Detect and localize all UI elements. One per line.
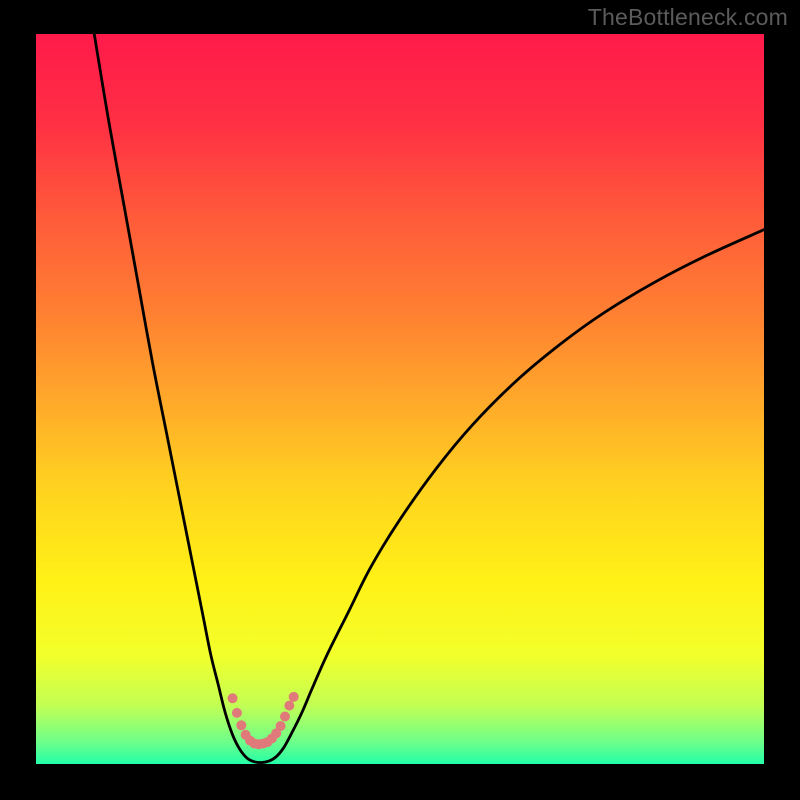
plot-area	[36, 34, 764, 764]
curve-trough-highlight	[36, 34, 764, 764]
watermark-text: TheBottleneck.com	[588, 4, 788, 31]
stage: TheBottleneck.com	[0, 0, 800, 800]
